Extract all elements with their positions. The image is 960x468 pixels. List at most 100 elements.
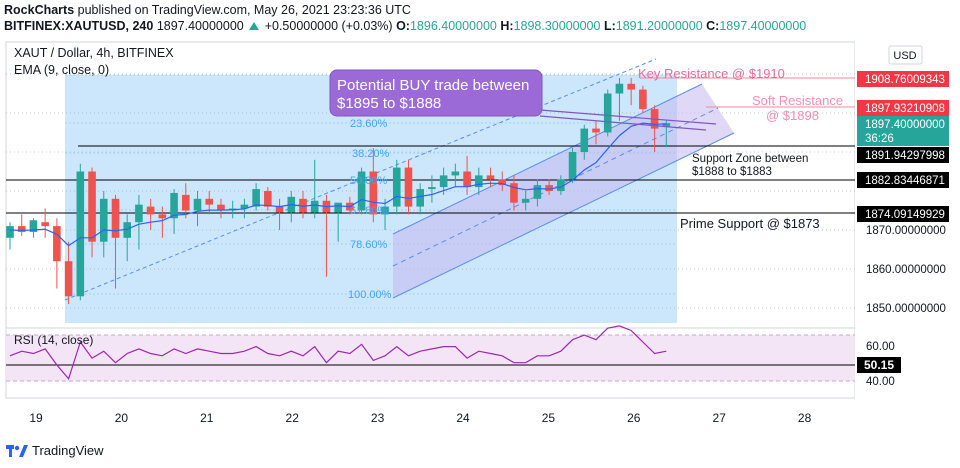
candle-body — [123, 222, 131, 238]
price-tag-label: 1908.76009343 — [865, 74, 945, 86]
candle-body — [217, 204, 225, 211]
currency-button[interactable] — [888, 45, 923, 65]
buy-callout-pointer-a — [539, 115, 707, 131]
prime-support-label: Prime Support @ $1873 — [680, 216, 820, 231]
candle-body — [451, 171, 460, 176]
price-tag-label: 1897.40000000 — [865, 119, 945, 131]
buy-callout-line1: Potential BUY trade between — [337, 77, 529, 94]
candle-body — [334, 202, 342, 213]
candle-body — [416, 189, 424, 207]
candle-body — [357, 171, 366, 211]
footer: TradingView — [6, 443, 104, 458]
candle-body — [662, 123, 671, 128]
publish-header: RockCharts published on TradingView.com,… — [4, 3, 411, 17]
candle-body — [264, 191, 272, 207]
price-tag-label: 1891.94297998 — [865, 150, 945, 162]
candle-body — [475, 175, 483, 188]
candle-body — [404, 167, 413, 207]
last-price: 1897.40000000 — [156, 19, 244, 33]
candle-body — [545, 185, 553, 191]
time-tick-label: 21 — [200, 411, 214, 425]
candle-body — [240, 204, 249, 209]
time-tick-label: 23 — [371, 411, 385, 425]
candle-body — [592, 128, 600, 133]
fib-label: 78.60% — [350, 239, 388, 251]
currency-label: USD — [893, 50, 916, 62]
price-ticks: 1870.00000000 1860.00000000 1850.00000000 — [866, 225, 946, 315]
fib-label: 61.80% — [350, 205, 388, 217]
trend-dashed-line — [64, 58, 657, 301]
open-value: 1896.40000000 — [409, 19, 497, 33]
candle-body — [252, 189, 260, 207]
rsi-band — [6, 335, 855, 381]
candle-body — [17, 226, 26, 232]
candle-body — [510, 183, 518, 203]
candle-body — [99, 198, 108, 242]
rsi-tick-label: 60.00 — [866, 341, 895, 353]
candle-body — [310, 200, 319, 213]
channel-mid-line — [392, 107, 719, 267]
candle-body — [639, 89, 647, 110]
time-tick-label: 24 — [456, 411, 470, 425]
candle-body — [521, 198, 530, 203]
time-tick-label: 28 — [798, 411, 812, 425]
tradingview-logo-icon — [6, 444, 28, 457]
chart-area[interactable]: 0.00%23.60%38.20%50.00%61.80%78.60%100.0… — [0, 38, 960, 438]
price-tag-box — [857, 71, 949, 87]
price-tag-label: 1897.93210908 — [865, 103, 945, 115]
channel-lower-line — [392, 132, 735, 299]
candle-body — [41, 222, 49, 227]
candle-body — [463, 171, 471, 188]
chart-title: XAUT / Dollar, 4h, BITFINEX — [14, 46, 174, 60]
time-tick-label: 22 — [286, 411, 300, 425]
support-zone-label-2: $1888 to $1883 — [692, 166, 772, 178]
candle-body — [158, 214, 167, 219]
candle-body — [428, 187, 436, 190]
price-tick-label: 1850.00000000 — [866, 303, 946, 315]
candle-body — [498, 179, 507, 186]
price-tags: 1908.76009343 1897.93210908 1897.40000000 3… — [857, 71, 949, 222]
candle-body — [580, 128, 589, 152]
support-zone-label-1: Support Zone between — [692, 153, 808, 165]
low-value: 1891.20000000 — [615, 19, 703, 33]
candle-body — [369, 171, 378, 215]
fib-label: 50.00% — [350, 175, 388, 187]
candle-body — [135, 204, 143, 223]
candle-body — [64, 261, 73, 297]
ema-legend: EMA (9, close, 0) — [14, 63, 109, 77]
candle-body — [193, 198, 202, 211]
candle-body — [568, 152, 577, 180]
candle-body — [146, 206, 155, 215]
candle-body — [275, 206, 284, 213]
price-tag-box — [857, 116, 949, 146]
candle-body — [29, 220, 38, 232]
time-tick-label: 27 — [713, 411, 727, 425]
time-axis[interactable]: 19 20 21 22 23 24 25 26 27 28 — [29, 411, 811, 425]
soft-resistance-label-2: @ $1898 — [766, 108, 819, 123]
ema-line — [9, 122, 667, 247]
open-label: O: — [396, 19, 410, 33]
symbol-name: BITFINEX:XAUTUSD, 240 — [4, 19, 154, 33]
key-resistance-label: Key Resistance @ $1910 — [638, 66, 785, 81]
candle-body — [111, 198, 120, 238]
price-tag-label: 1874.09149929 — [865, 209, 945, 221]
channel-upper-line — [392, 83, 703, 235]
candle-body — [603, 93, 612, 133]
candle-body — [381, 206, 389, 215]
publish-info: published on TradingView.com, May 26, 20… — [77, 3, 411, 17]
price-tick-label: 1860.00000000 — [866, 264, 946, 276]
time-tick-label: 19 — [29, 411, 43, 425]
rsi-line — [9, 325, 667, 381]
high-value: 1898.30000000 — [513, 19, 601, 33]
price-tag-label: 1882.83446871 — [865, 175, 945, 187]
candle-body — [392, 167, 401, 207]
price-tag-box — [857, 172, 949, 188]
footer-brand: TradingView — [32, 443, 104, 458]
price-tag-box — [857, 206, 949, 222]
rsi-tick-label: 40.00 — [866, 376, 895, 388]
close-label: C: — [706, 19, 720, 33]
candle-body — [557, 179, 565, 191]
rsi-ticks: 60.00 40.00 — [866, 341, 895, 388]
candle-body — [205, 198, 214, 205]
time-tick-label: 25 — [542, 411, 556, 425]
